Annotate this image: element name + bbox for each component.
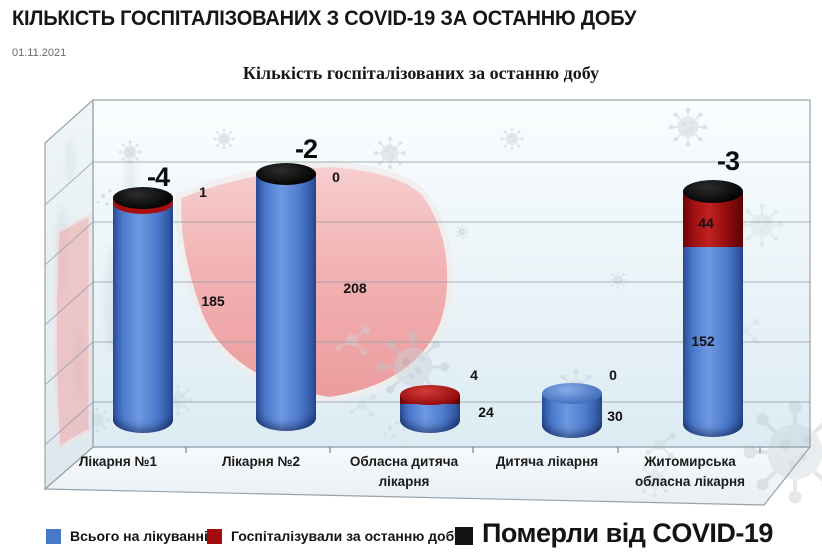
legend-label-total: Всього на лікуванні (70, 528, 208, 544)
shield-watermark-leftwall (53, 212, 92, 451)
bar-label-total: 208 (343, 280, 367, 296)
category-label: Лікарня №2 (221, 454, 301, 469)
publish-date: 01.11.2021 (12, 47, 67, 59)
bar-label-total: 24 (478, 404, 494, 420)
chart-title: Кількість госпіталізованих за останню до… (242, 63, 600, 83)
virus-icon (454, 224, 470, 240)
bar-label-total: 185 (201, 293, 225, 309)
virus-icon (213, 128, 235, 150)
bar-segment-total (113, 199, 173, 433)
bar-label-died: -2 (294, 134, 318, 164)
legend-label-died: Померли від COVID-19 (482, 518, 773, 548)
virus-icon (373, 136, 407, 170)
virus-icon (500, 127, 524, 151)
category-label: Житомирська обласна лікарня (634, 454, 746, 489)
legend-swatch-black (455, 527, 473, 545)
bar-cap-died (683, 180, 743, 203)
wall-outlines (43, 98, 812, 506)
bar-cap-died (113, 187, 173, 209)
bar-label-hospitalized: 44 (698, 215, 714, 231)
bar-label-hospitalized: 0 (609, 367, 617, 383)
page-title: КІЛЬКІСТЬ ГОСПІТАЛІЗОВАНИХ З COVID-19 ЗА… (12, 6, 637, 30)
virus-icon (118, 140, 142, 164)
bar-cap-total (542, 383, 602, 404)
category-label: Лікарня №1 (78, 454, 158, 469)
bar-label-hospitalized: 0 (332, 169, 340, 185)
bar-label-hospitalized: 1 (199, 184, 207, 200)
bar-label-hospitalized: 4 (470, 367, 478, 383)
category-label: Дитяча лікарня (495, 454, 599, 469)
legend-label-hospitalized: Госпіталізували за останню добу (231, 528, 462, 544)
bar-label-total: 30 (607, 408, 623, 424)
bar-segment-total (683, 247, 743, 437)
bar-label-total: 152 (691, 333, 715, 349)
virus-icon (739, 202, 785, 248)
category-label: Обласна дитяча лікарня (349, 454, 459, 489)
bar-label-died: -4 (146, 162, 170, 192)
category-axis-ticks (185, 447, 761, 453)
bar-segment-total (256, 174, 316, 431)
virus-icon (608, 270, 628, 290)
bar-cap-hospitalized (400, 385, 460, 405)
bar-cap-died (256, 163, 316, 185)
virus-icon (667, 106, 709, 148)
legend-swatch-blue (46, 529, 61, 544)
bar-segment-total (400, 404, 460, 433)
virus-icon (84, 407, 110, 433)
legend-swatch-red (207, 529, 222, 544)
bar-label-died: -3 (716, 146, 740, 176)
chart-floor (45, 447, 810, 505)
